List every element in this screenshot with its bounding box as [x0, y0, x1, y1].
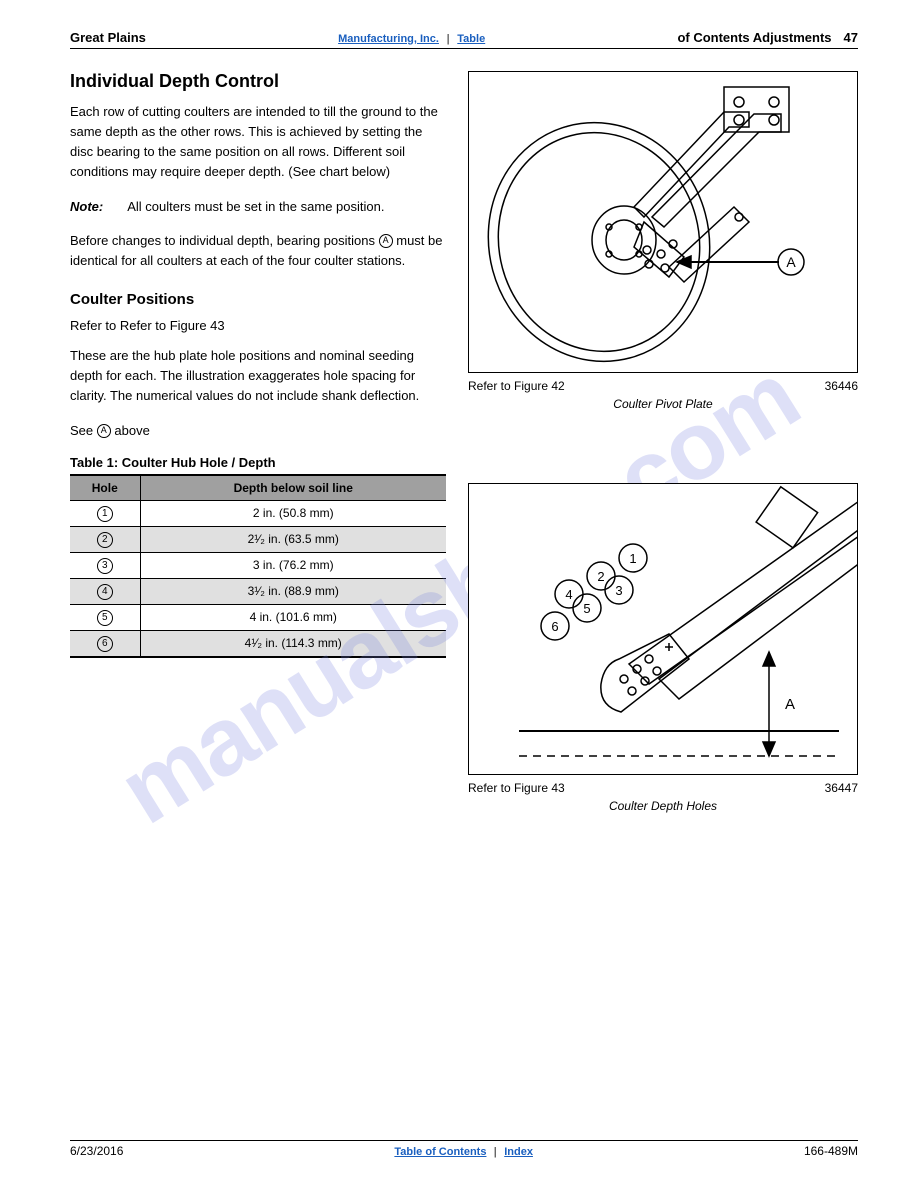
fig43-title: Coulter Depth Holes: [468, 799, 858, 813]
hole-label: 5: [583, 601, 590, 616]
depth-cell: 2 in. (50.8 mm): [140, 500, 446, 526]
hole-cell: 3: [97, 558, 113, 574]
depth-cell: 4¹⁄₂ in. (114.3 mm): [140, 630, 446, 657]
table-row: 3 3 in. (76.2 mm): [70, 552, 446, 578]
footer-link-index[interactable]: Index: [504, 1146, 533, 1158]
depth-cell: 4 in. (101.6 mm): [140, 604, 446, 630]
section-title: Individual Depth Control: [70, 71, 446, 92]
table-caption: Table 1: Coulter Hub Hole / Depth: [70, 455, 446, 470]
see-ref-circle: A: [97, 424, 111, 438]
left-column: Individual Depth Control Each row of cut…: [70, 71, 446, 837]
header-divider: |: [447, 33, 450, 45]
figure-42-svg: A: [469, 72, 857, 372]
hole-label: 3: [615, 583, 622, 598]
depth-cell: 3¹⁄₂ in. (88.9 mm): [140, 578, 446, 604]
fig42-callout-label: A: [786, 254, 796, 270]
fig43-footer: Refer to Figure 43 36447: [468, 781, 858, 795]
table-row: 5 4 in. (101.6 mm): [70, 604, 446, 630]
footer-link-toc[interactable]: Table of Contents: [394, 1146, 486, 1158]
footer-date: 6/23/2016: [70, 1144, 123, 1158]
depth-table: Hole Depth below soil line 1 2 in. (50.8…: [70, 474, 446, 658]
see-above: See A above: [70, 421, 446, 441]
hole-cell: 1: [97, 506, 113, 522]
content-two-column: Individual Depth Control Each row of cut…: [70, 71, 858, 837]
fig42-title: Coulter Pivot Plate: [468, 397, 858, 411]
callout-a-inline: A: [379, 234, 393, 248]
paragraph-1: Each row of cutting coulters are intende…: [70, 102, 446, 183]
note-row: Note: All coulters must be set in the sa…: [70, 197, 446, 217]
fig42-footer-right: 36446: [825, 379, 858, 393]
see-prefix: See: [70, 423, 97, 438]
hole-label: 6: [551, 619, 558, 634]
fig43-footer-left: Refer to Figure 43: [468, 781, 565, 795]
page-number: 47: [844, 30, 858, 45]
note-label: Note:: [70, 197, 103, 217]
hole-cell: 2: [97, 532, 113, 548]
hole-cell: 6: [97, 636, 113, 652]
hole-cell: 5: [97, 610, 113, 626]
table-header-hole: Hole: [70, 475, 140, 501]
header-links: Manufacturing, Inc. | Table: [146, 30, 678, 45]
figure-42-box: A: [468, 71, 858, 373]
p2-part-a: Before changes to individual depth, bear…: [70, 233, 379, 248]
depth-cell: 2¹⁄₂ in. (63.5 mm): [140, 526, 446, 552]
fig42-footer: Refer to Figure 42 36446: [468, 379, 858, 393]
header-right: of Contents Adjustments: [677, 30, 831, 45]
table-row: 6 4¹⁄₂ in. (114.3 mm): [70, 630, 446, 657]
hole-label: 2: [597, 569, 604, 584]
depth-cell: 3 in. (76.2 mm): [140, 552, 446, 578]
note-text: All coulters must be set in the same pos…: [127, 197, 384, 217]
table-row: 1 2 in. (50.8 mm): [70, 500, 446, 526]
fig43-footer-right: 36447: [825, 781, 858, 795]
table-row: 4 3¹⁄₂ in. (88.9 mm): [70, 578, 446, 604]
footer-doc-number: 166-489M: [804, 1144, 858, 1158]
fig43-dim-label: A: [785, 696, 795, 713]
table-row: 2 2¹⁄₂ in. (63.5 mm): [70, 526, 446, 552]
see-suffix: above: [114, 423, 149, 438]
page-header: Great Plains Manufacturing, Inc. | Table…: [70, 30, 858, 49]
figure-43-box: 4 2 1 6 5 3 A: [468, 483, 858, 775]
footer-divider: |: [494, 1146, 497, 1158]
fig42-footer-left: Refer to Figure 42: [468, 379, 565, 393]
right-column: A Refer to Figure 42 36446 Coulter Pivot…: [468, 71, 858, 837]
paragraph-4: These are the hub plate hole positions a…: [70, 346, 446, 406]
paragraph-3: Refer to Refer to Figure 43: [70, 316, 446, 336]
brand-name: Great Plains: [70, 30, 146, 45]
hole-cell: 4: [97, 584, 113, 600]
hole-label: 4: [565, 587, 572, 602]
header-link-table[interactable]: Table: [457, 33, 485, 45]
header-link-manufacturing[interactable]: Manufacturing, Inc.: [338, 33, 439, 45]
subtitle-coulter-positions: Coulter Positions: [70, 291, 446, 308]
paragraph-2: Before changes to individual depth, bear…: [70, 231, 446, 271]
footer-center: Table of Contents | Index: [123, 1144, 804, 1158]
figure-43-svg: 4 2 1 6 5 3 A: [469, 484, 857, 774]
table-header-depth: Depth below soil line: [140, 475, 446, 501]
page-footer: 6/23/2016 Table of Contents | Index 166-…: [70, 1140, 858, 1158]
hole-label: 1: [629, 551, 636, 566]
